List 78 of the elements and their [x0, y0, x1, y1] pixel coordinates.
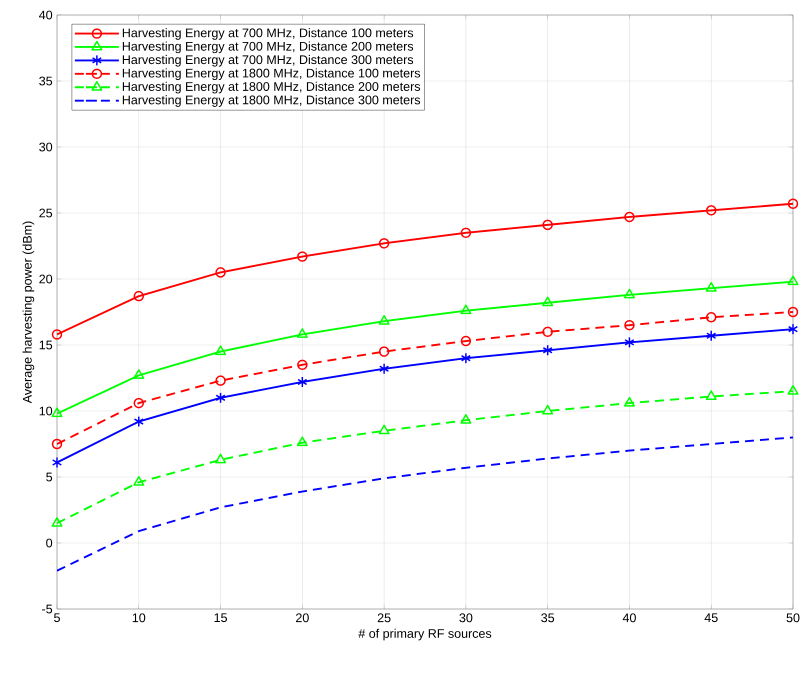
- point: [542, 326, 553, 338]
- point: [134, 290, 144, 302]
- x-tick-label: 30: [459, 613, 472, 622]
- y-tick-label: 20: [39, 274, 52, 284]
- y-tick-label: 10: [40, 406, 52, 416]
- point: [52, 456, 62, 468]
- point: [52, 438, 62, 450]
- point: [706, 312, 716, 323]
- y-tick-label: 35: [39, 76, 52, 86]
- point: [378, 238, 390, 249]
- point: [542, 344, 553, 356]
- point: [624, 212, 635, 222]
- legend-label: Harvesting Energy at 1800 MHz, Distance 200 meters: [122, 82, 420, 94]
- point: [624, 320, 635, 330]
- point: [706, 330, 716, 342]
- legend-label: Harvesting Energy at 700 MHz, Distance 200 meters: [122, 42, 414, 54]
- y-tick-label: 25: [39, 208, 52, 218]
- point: [624, 288, 635, 298]
- y-tick-label: 40: [39, 10, 52, 20]
- legend-label: Harvesting Energy at 1800 MHz, Distance 300 meters: [122, 95, 420, 107]
- point: [215, 454, 226, 464]
- point: [215, 392, 226, 404]
- point: [788, 323, 798, 335]
- y-tick-label: 15: [40, 340, 52, 350]
- point: [378, 346, 390, 357]
- point: [52, 407, 62, 418]
- point: [378, 424, 390, 434]
- x-tick-label: 20: [296, 613, 309, 622]
- point: [706, 282, 717, 292]
- point: [460, 228, 472, 238]
- y-tick-label: 30: [39, 142, 52, 152]
- x-tick-label: 15: [214, 613, 227, 622]
- point: [52, 329, 62, 340]
- y-tick-label: 0: [46, 538, 52, 548]
- x-tick-label: 5: [54, 613, 60, 622]
- point: [460, 352, 471, 364]
- point: [460, 336, 472, 346]
- point: [788, 306, 798, 318]
- point: [542, 296, 554, 306]
- point: [379, 363, 390, 374]
- point: [460, 414, 472, 424]
- x-tick-label: 35: [541, 613, 554, 622]
- x-axis-title: # of primary RF sources: [358, 628, 492, 640]
- point: [297, 376, 308, 388]
- y-axis-title: Average harvesting power (dBm): [22, 222, 34, 404]
- point: [624, 336, 635, 348]
- point: [297, 251, 308, 262]
- point: [788, 198, 798, 209]
- x-tick-label: 10: [132, 613, 146, 622]
- y-tick-label: -5: [42, 604, 52, 614]
- x-tick-label: 25: [378, 613, 391, 622]
- point: [624, 396, 635, 407]
- point: [296, 436, 308, 446]
- point: [788, 384, 798, 395]
- point: [133, 369, 144, 379]
- point: [133, 476, 144, 486]
- point: [215, 267, 226, 278]
- x-tick-label: 50: [786, 613, 800, 622]
- point: [542, 404, 554, 414]
- point: [215, 345, 226, 356]
- point: [460, 304, 472, 314]
- point: [134, 416, 144, 428]
- legend-label: Harvesting Energy at 1800 MHz, Distance 100 meters: [122, 68, 420, 80]
- point: [297, 360, 308, 370]
- point: [296, 328, 308, 338]
- point: [52, 516, 62, 527]
- point: [542, 220, 553, 230]
- point: [134, 398, 144, 408]
- legend-label: Harvesting Energy at 700 MHz, Distance 100 meters: [122, 28, 414, 40]
- x-tick-label: 45: [704, 613, 718, 622]
- point: [706, 205, 716, 216]
- point: [215, 375, 226, 386]
- y-tick-label: 5: [46, 472, 52, 482]
- legend-label: Harvesting Energy at 700 MHz, Distance 300 meters: [122, 54, 414, 67]
- x-tick-label: 40: [622, 613, 636, 622]
- point: [378, 315, 390, 325]
- point: [788, 275, 798, 286]
- point: [706, 390, 717, 400]
